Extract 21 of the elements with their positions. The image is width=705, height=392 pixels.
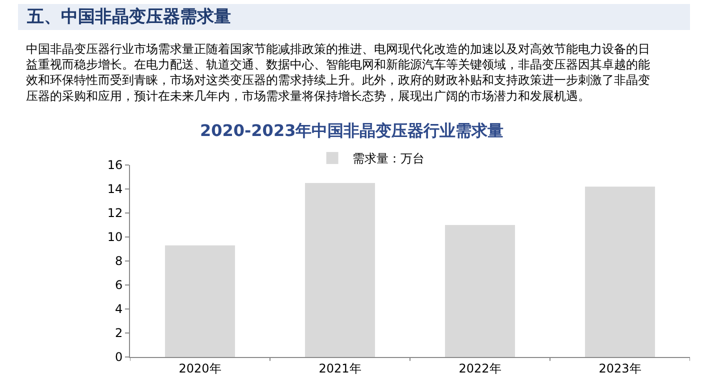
x-tick-label: 2022年	[458, 361, 502, 376]
y-tick-label: 12	[107, 206, 123, 220]
y-tick-label: 14	[107, 182, 123, 196]
bar	[305, 183, 375, 357]
x-tick-label: 2021年	[318, 361, 362, 376]
y-tick-label: 2	[114, 326, 123, 340]
y-tick-label: 10	[107, 230, 123, 244]
bar	[165, 245, 235, 357]
y-tick-label: 8	[114, 254, 123, 268]
y-tick-label: 4	[114, 302, 123, 316]
text: 五、中国非晶变压器需求量	[26, 7, 231, 27]
y-tick-label: 6	[114, 278, 123, 292]
chart-title: 2020-2023年中国非晶变压器行业需求量	[200, 121, 504, 140]
x-tick-label: 2020年	[178, 361, 222, 376]
legend-label: 需求量：万台	[352, 152, 424, 166]
y-tick-label: 0	[114, 350, 123, 364]
y-tick-label: 16	[107, 158, 123, 172]
bar	[585, 186, 655, 357]
bar	[445, 225, 515, 357]
x-tick-label: 2023年	[598, 361, 642, 376]
text: 中国非晶变压器行业市场需求量正随着国家节能减排政策的推进、电网现代化改造的加速以及对高效节能电力设备的日益重视而稳步增长。在电力配送、轨道交通、数据中心、智能电网和新能源汽车等关键领域，非晶变压器因其卓越的能效和环保特性而受到青睐，市场对这类变压器的需求持续上升。此外，政府的财政补贴和支持政策进一步刺激了非晶变压器的采购和应用，预计在未来几年内，市场需求量将保持增长态势，展现出广阔的市场潜力和发展机遇。	[26, 42, 650, 103]
